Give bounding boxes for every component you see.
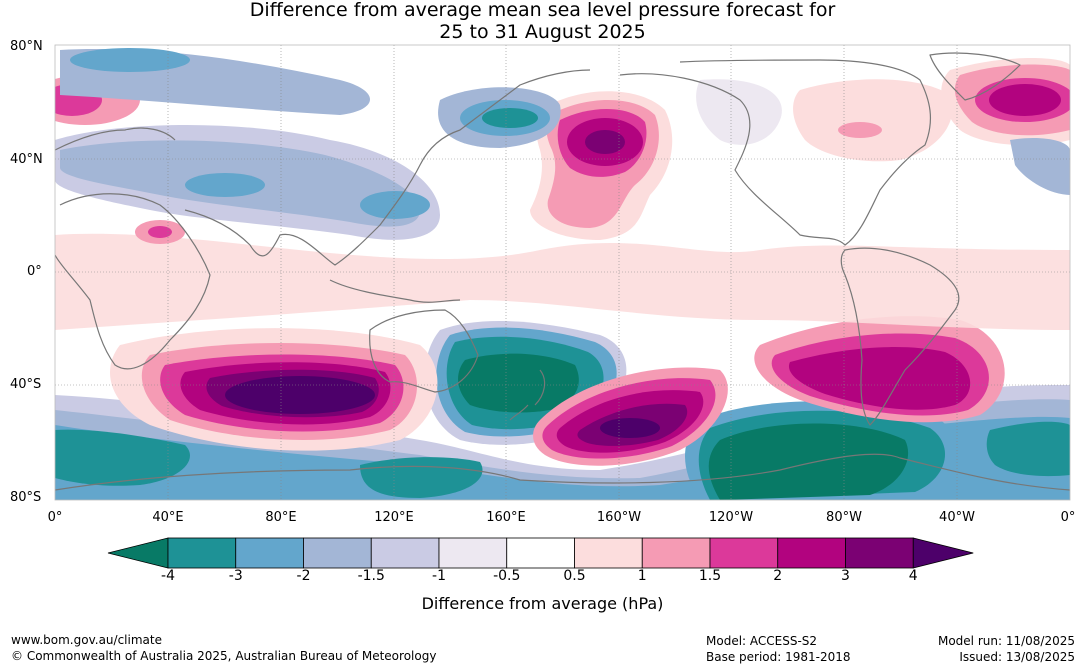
lon-label-80e: 80°E [265, 510, 297, 525]
europe-coastline [55, 127, 176, 151]
colorbar-arrow-high [912, 537, 974, 569]
arabia-high-core [148, 226, 172, 238]
north-america-coastline [619, 59, 931, 246]
lon-label-160e: 160°E [486, 510, 526, 525]
asia-coastline [184, 69, 591, 266]
colorbar-arrow-low [107, 537, 169, 569]
colorbar-tick-label: -1.5 [357, 568, 385, 584]
tropical-positive-band [55, 233, 1070, 330]
colorbar-swatch [438, 537, 508, 569]
footer-issued: Issued: 13/08/2025 [959, 650, 1075, 664]
north-atlantic-low [1010, 138, 1070, 195]
map-frame [54, 44, 1071, 501]
north-america-low [696, 79, 782, 145]
coastlines [55, 52, 1070, 491]
colorbar-swatch [709, 537, 779, 569]
colorbar-tick-label: -2 [296, 568, 311, 584]
central-asia-low-core [185, 173, 265, 197]
colorbar-swatch [167, 537, 237, 569]
colorbar-tick-label: -1 [432, 568, 446, 584]
lat-label-equator: 0° [27, 264, 42, 279]
colorbar-tick-label: -0.5 [493, 568, 521, 584]
colorbar-tick-label: -3 [228, 568, 243, 584]
indian-high-core [225, 376, 375, 414]
greenland-coastline [929, 52, 1021, 101]
pressure-anomaly-map [54, 44, 1071, 501]
map-title-line1: Difference from average mean sea level p… [249, 0, 836, 21]
colorbar-tick-label: 1 [637, 568, 647, 584]
north-america-high-core [838, 122, 882, 138]
australia-coastline [369, 309, 479, 393]
footer-base-period: Base period: 1981-2018 [706, 650, 851, 664]
colorbar-tick-label: 3 [841, 568, 850, 584]
footer-url[interactable]: www.bom.gov.au/climate [11, 633, 162, 647]
colorbar-tick-label: 1.5 [698, 568, 722, 584]
south-atlantic-high-3 [788, 347, 971, 410]
lat-label-40n: 40°N [10, 152, 43, 167]
lon-label-120e: 120°E [374, 510, 414, 525]
lon-label-40w: 40°W [939, 510, 975, 525]
pacific-high-core [600, 418, 660, 438]
colorbar-title: Difference from average (hPa) [421, 594, 664, 613]
colorbar-swatch [235, 537, 304, 569]
lon-label-0-west: 0° [47, 510, 63, 525]
footer-copyright: © Commonwealth of Australia 2025, Austra… [11, 649, 437, 663]
indonesia-coastline [329, 279, 461, 303]
colorbar [107, 537, 974, 569]
lon-label-120w: 120°W [708, 510, 754, 525]
footer-model: Model: ACCESS-S2 [706, 634, 818, 648]
southern-ocean-low-core-west [55, 429, 190, 486]
footer-model-run: Model run: 11/08/2025 [937, 634, 1075, 648]
lat-label-80s: 80°S [10, 490, 42, 505]
new-zealand-coastline [509, 369, 546, 421]
lon-label-160w: 160°W [596, 510, 642, 525]
colorbar-swatch [303, 537, 372, 569]
colorbar-swatch [370, 537, 440, 569]
colorbar-swatch [777, 537, 846, 569]
map-title-line2: 25 to 31 August 2025 [439, 21, 646, 43]
colorbar-swatch [845, 537, 914, 569]
colorbar-swatch [641, 537, 711, 569]
siberia-low-core [70, 48, 190, 72]
colorbar-tick-label: 2 [773, 568, 783, 584]
antarctica-coastline [55, 453, 1070, 491]
colorbar-tick-label: 4 [908, 568, 918, 584]
okhotsk-low-core [482, 108, 538, 128]
lon-label-0-east: 0° [1060, 510, 1076, 525]
tasman-low-core [458, 353, 579, 413]
lon-label-40e: 40°E [152, 510, 184, 525]
north-america-high [793, 79, 953, 162]
southern-ocean-low-core-east [986, 421, 1070, 477]
lat-label-80n: 80°N [10, 39, 43, 54]
colorbar-swatch [574, 537, 643, 569]
south-pacific-low-core [708, 423, 909, 500]
south-america-coastline [840, 247, 960, 426]
lat-label-40s: 40°S [10, 377, 42, 392]
north-pacific-high-core [585, 130, 625, 154]
north-atlantic-high-core [989, 84, 1061, 116]
colorbar-swatch [506, 537, 575, 569]
graticule [55, 45, 1070, 500]
africa-coastline [55, 193, 211, 370]
colorbar-tick-label: -4 [161, 568, 175, 584]
colorbar-tick-label: 0.5 [563, 568, 586, 584]
lon-label-80w: 80°W [826, 510, 862, 525]
anomaly-fields [55, 48, 1070, 500]
